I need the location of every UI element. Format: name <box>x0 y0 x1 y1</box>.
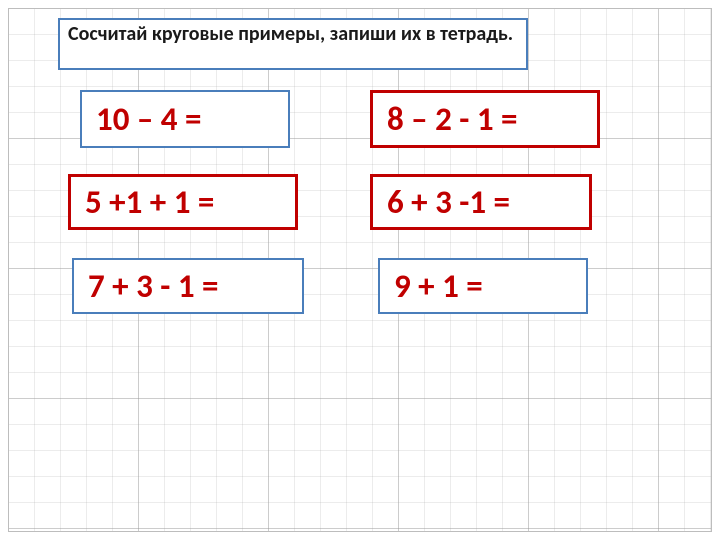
expression-box: 9 + 1 = <box>378 258 588 314</box>
expression-box: 6 + 3 -1 = <box>370 174 592 230</box>
expression-box: 5 +1 + 1 = <box>68 174 298 230</box>
expression-box: 8 – 2 - 1 = <box>370 90 600 148</box>
instruction-text: Сосчитай круговые примеры, запиши их в т… <box>68 22 513 46</box>
expression-text: 6 + 3 -1 = <box>387 182 510 222</box>
expression-text: 7 + 3 - 1 = <box>88 266 218 306</box>
expression-text: 10 – 4 = <box>96 99 201 139</box>
instruction-box: Сосчитай круговые примеры, запиши их в т… <box>58 18 528 70</box>
expression-box: 7 + 3 - 1 = <box>72 258 304 314</box>
expression-text: 5 +1 + 1 = <box>85 182 214 222</box>
expression-box: 10 – 4 = <box>80 90 290 148</box>
expression-text: 9 + 1 = <box>394 266 483 306</box>
expression-text: 8 – 2 - 1 = <box>387 99 517 139</box>
page-root: Сосчитай круговые примеры, запиши их в т… <box>0 0 720 540</box>
